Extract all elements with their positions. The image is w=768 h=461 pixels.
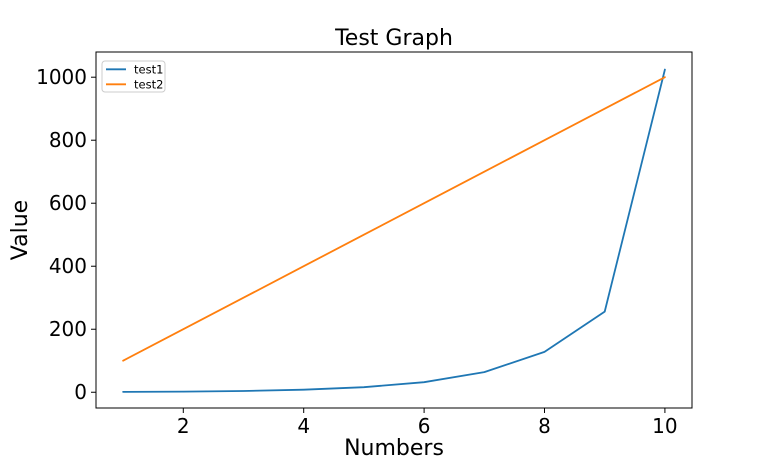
data-series [122, 68, 666, 393]
legend-label-test1: test1 [134, 62, 163, 76]
y-axis-label: Value [8, 200, 33, 260]
axes-frame [95, 51, 693, 409]
chart-title: Test Graph [334, 26, 453, 51]
test1-line [122, 68, 666, 393]
x-axis-label: Numbers [344, 436, 444, 461]
y-tick-label: 200 [49, 317, 87, 341]
x-tick-label: 10 [652, 414, 677, 438]
y-tick-label: 400 [49, 254, 87, 278]
x-tick-label: 8 [538, 414, 551, 438]
legend-label-test2: test2 [134, 77, 163, 91]
y-tick-label: 0 [74, 380, 87, 404]
y-tick-label: 1000 [36, 65, 87, 89]
x-tick-label: 4 [297, 414, 310, 438]
y-tick-label: 600 [49, 191, 87, 215]
y-tick-label: 800 [49, 128, 87, 152]
test2-line [122, 76, 666, 362]
x-tick-label: 6 [418, 414, 431, 438]
x-tick-label: 2 [177, 414, 190, 438]
axis-ticks: 2 4 6 8 10 0 200 400 600 800 1000 [36, 65, 678, 438]
